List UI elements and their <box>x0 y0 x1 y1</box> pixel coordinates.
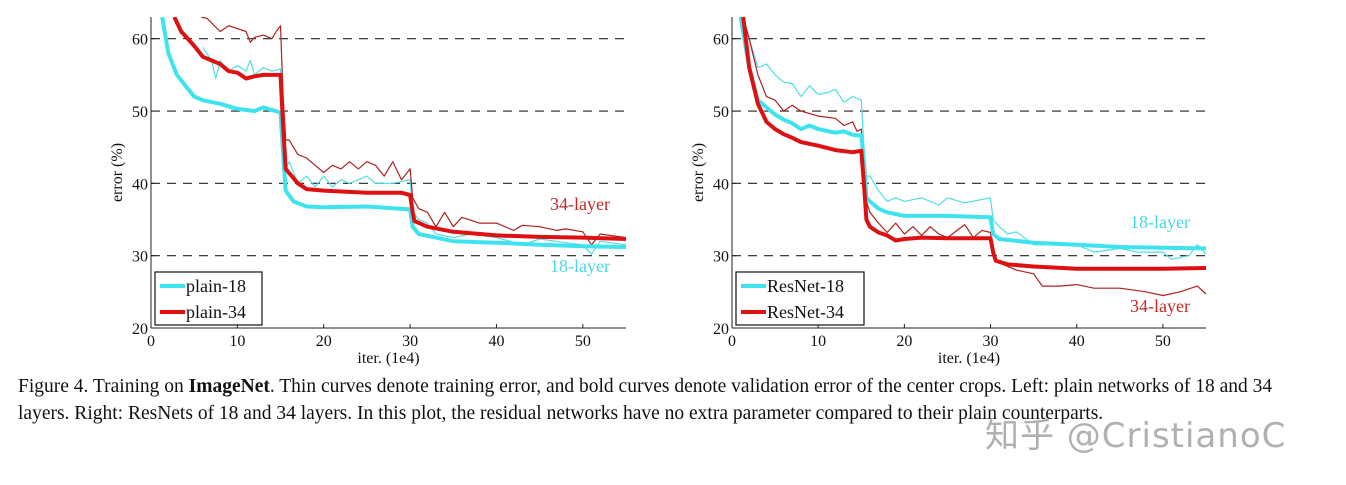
figure: 0 10 20 30 40 50 20 30 40 50 60 iter. (1e4) error (%… <box>109 17 1206 367</box>
legend-label: ResNet-18 <box>767 276 844 296</box>
figure-caption: Figure 4. Training on ImageNet. Thin cur… <box>18 374 1318 427</box>
resnet-34-line <box>741 17 1206 271</box>
x-tick-label: 50 <box>1155 333 1171 350</box>
chart-resnet: 0 10 20 30 40 50 20 30 40 50 60 iter. (1e4) error (%… <box>690 17 1206 367</box>
y-tick-label: 40 <box>713 176 729 193</box>
plain-34-line <box>172 17 626 241</box>
x-tick-label: 20 <box>896 333 912 350</box>
y-tick-label: 40 <box>132 176 148 193</box>
y-tick-label: 60 <box>713 32 729 49</box>
y-axis-label: error (%) <box>109 143 126 202</box>
y-tick-label: 20 <box>713 321 729 338</box>
x-tick-label: 40 <box>488 333 504 350</box>
y-tick-label: 20 <box>132 321 148 338</box>
34-training-line <box>200 17 626 246</box>
annotation-label: 18-layer <box>550 256 610 276</box>
y-tick-label: 30 <box>713 249 729 266</box>
watermark: 知乎 @CristianoC <box>985 416 1287 456</box>
legend-box <box>735 271 865 326</box>
34-training-line <box>742 17 1206 297</box>
x-tick-label: 0 <box>147 333 155 350</box>
x-tick-label: 30 <box>402 333 418 350</box>
caption-bold: ImageNet <box>188 376 270 397</box>
annotation-label: 18-layer <box>1130 212 1190 232</box>
legend-label: ResNet-34 <box>767 302 844 322</box>
x-tick-label: 0 <box>728 333 736 350</box>
caption-text: . Thin curves denote training error, and… <box>18 376 1273 424</box>
y-tick-label: 30 <box>132 249 148 266</box>
x-axis-label: iter. (1e4) <box>938 350 1000 367</box>
x-axis-label: iter. (1e4) <box>357 350 419 367</box>
caption-prefix: Figure 4. Training on <box>18 376 189 397</box>
x-tick-label: 50 <box>575 333 591 350</box>
annotation-label: 34-layer <box>550 194 610 214</box>
legend-label: plain-34 <box>186 302 246 322</box>
y-tick-label: 50 <box>132 104 148 121</box>
x-tick-label: 10 <box>810 333 826 350</box>
x-tick-label: 20 <box>316 333 332 350</box>
annotation-label: 34-layer <box>1130 296 1190 316</box>
y-tick-label: 50 <box>713 104 729 121</box>
18-training-line <box>740 17 1206 260</box>
18-training-line <box>202 47 626 255</box>
plain-18-line <box>160 17 626 249</box>
x-tick-label: 10 <box>229 333 245 350</box>
legend-label: plain-18 <box>186 276 246 296</box>
y-tick-label: 60 <box>132 32 148 49</box>
y-axis-label: error (%) <box>690 143 707 202</box>
legend-box <box>154 271 263 326</box>
x-tick-label: 30 <box>983 333 999 350</box>
x-tick-label: 40 <box>1069 333 1085 350</box>
chart-plain: 0 10 20 30 40 50 20 30 40 50 60 iter. (1e4) error (%… <box>109 17 626 367</box>
